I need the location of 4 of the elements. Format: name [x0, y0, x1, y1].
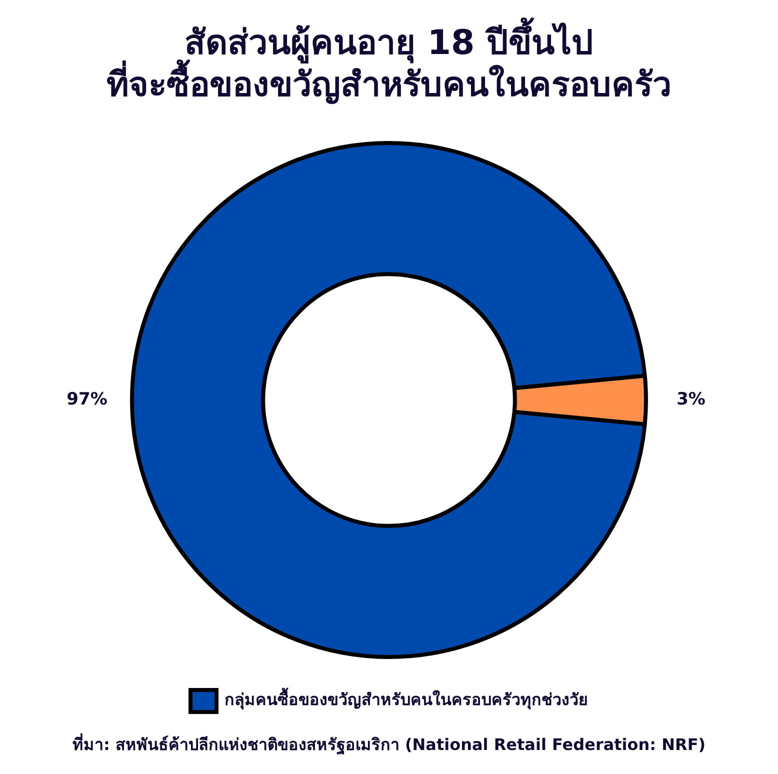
- data-label: 97%: [66, 389, 108, 410]
- data-label: 3%: [676, 389, 706, 410]
- legend-label: กลุ่มคนซื้อของขวัญสำหรับคนในครอบครัวทุกช่วงวัย: [224, 687, 588, 710]
- text: ที่มา: สหพันธ์ค้าปลีกแห่งชาติของสหรัฐอเมริกา (National Retail Federation: NRF): [71, 732, 707, 757]
